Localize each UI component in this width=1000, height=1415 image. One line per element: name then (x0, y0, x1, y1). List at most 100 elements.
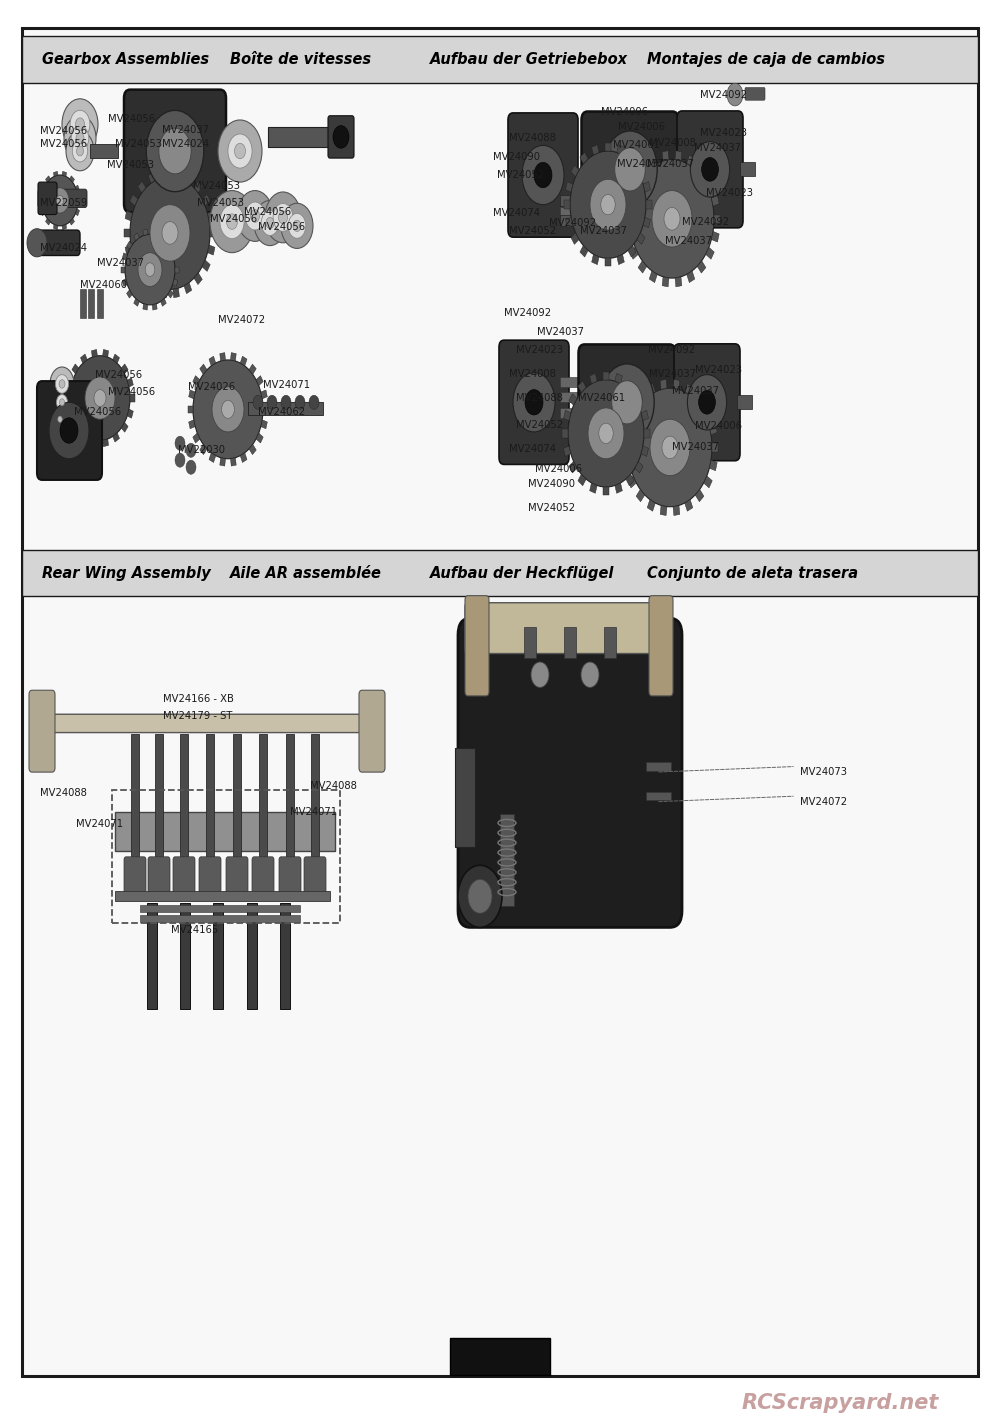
Bar (638, 164, 647, 177)
Circle shape (64, 116, 96, 161)
Circle shape (212, 386, 244, 432)
Text: MV24052: MV24052 (528, 504, 575, 514)
Bar (91, 439, 97, 447)
Circle shape (60, 417, 78, 443)
Bar (173, 279, 178, 286)
Bar (646, 792, 671, 801)
Circle shape (261, 211, 279, 235)
Text: MV24090: MV24090 (493, 151, 540, 161)
Bar (662, 151, 669, 161)
Bar (714, 215, 720, 224)
Circle shape (55, 412, 65, 426)
Bar (625, 195, 633, 207)
Circle shape (59, 379, 65, 388)
Circle shape (568, 379, 644, 487)
Circle shape (76, 117, 84, 130)
Text: MV24056: MV24056 (210, 214, 257, 224)
FancyBboxPatch shape (252, 857, 274, 893)
Bar (220, 457, 225, 466)
Text: MV24026: MV24026 (188, 382, 235, 392)
Text: MV24062: MV24062 (258, 408, 305, 417)
FancyBboxPatch shape (582, 112, 678, 228)
Circle shape (51, 188, 69, 214)
Bar (704, 408, 712, 419)
Bar (628, 408, 636, 419)
Bar (566, 218, 573, 228)
Bar (115, 890, 330, 900)
Bar (22, 550, 978, 596)
Bar (40, 185, 45, 192)
Bar (173, 289, 179, 297)
Bar (256, 433, 263, 443)
Bar (673, 379, 680, 389)
Circle shape (138, 253, 162, 287)
Circle shape (525, 389, 543, 415)
Bar (173, 168, 179, 178)
Bar (127, 378, 133, 388)
Bar (121, 364, 128, 374)
Bar (127, 290, 132, 299)
Circle shape (615, 147, 645, 191)
Bar (70, 218, 74, 225)
Bar (623, 424, 631, 434)
Bar (161, 233, 166, 241)
Bar (580, 246, 588, 258)
Bar (685, 383, 693, 395)
FancyBboxPatch shape (199, 857, 221, 893)
Bar (737, 395, 752, 409)
Bar (180, 734, 188, 862)
Bar (569, 461, 577, 473)
Bar (194, 181, 202, 192)
Text: MV24088: MV24088 (310, 781, 357, 791)
Bar (615, 483, 622, 494)
FancyBboxPatch shape (124, 89, 226, 212)
Bar (53, 225, 58, 229)
Circle shape (288, 214, 306, 238)
Circle shape (62, 99, 98, 150)
FancyBboxPatch shape (649, 596, 673, 696)
Text: MV24071: MV24071 (290, 807, 337, 816)
Bar (90, 144, 118, 158)
Bar (712, 443, 718, 451)
FancyBboxPatch shape (578, 344, 676, 460)
Text: Aile AR assemblée: Aile AR assemblée (230, 566, 382, 580)
Circle shape (265, 192, 301, 243)
Text: MV24037: MV24037 (162, 125, 209, 134)
FancyBboxPatch shape (465, 603, 671, 654)
Bar (143, 229, 148, 235)
Bar (628, 153, 636, 164)
Bar (624, 215, 630, 224)
Bar (280, 903, 290, 1009)
Bar (604, 627, 616, 658)
Text: Aufbau der Getriebebox: Aufbau der Getriebebox (430, 52, 628, 67)
Bar (125, 211, 132, 221)
FancyBboxPatch shape (359, 691, 385, 773)
Circle shape (175, 436, 185, 450)
Bar (649, 156, 657, 167)
FancyBboxPatch shape (226, 857, 248, 893)
Bar (208, 211, 215, 221)
Bar (152, 229, 157, 235)
Bar (635, 461, 643, 473)
Bar (590, 483, 597, 494)
Bar (643, 218, 650, 228)
Text: MV24037: MV24037 (649, 369, 696, 379)
Text: MV24024: MV24024 (40, 243, 87, 253)
Bar (630, 248, 638, 259)
Bar (40, 209, 45, 215)
Bar (22, 35, 978, 82)
Bar (147, 903, 157, 1009)
Text: Rear Wing Assembly: Rear Wing Assembly (42, 566, 211, 580)
Polygon shape (35, 715, 380, 733)
Bar (580, 153, 588, 164)
Bar (72, 423, 79, 432)
Text: MV24037: MV24037 (647, 158, 694, 168)
Bar (121, 423, 128, 432)
Bar (617, 255, 624, 265)
Circle shape (27, 229, 47, 258)
Circle shape (71, 126, 89, 151)
Bar (695, 393, 704, 406)
Bar (155, 734, 163, 862)
Bar (566, 181, 573, 192)
Bar (647, 499, 655, 511)
